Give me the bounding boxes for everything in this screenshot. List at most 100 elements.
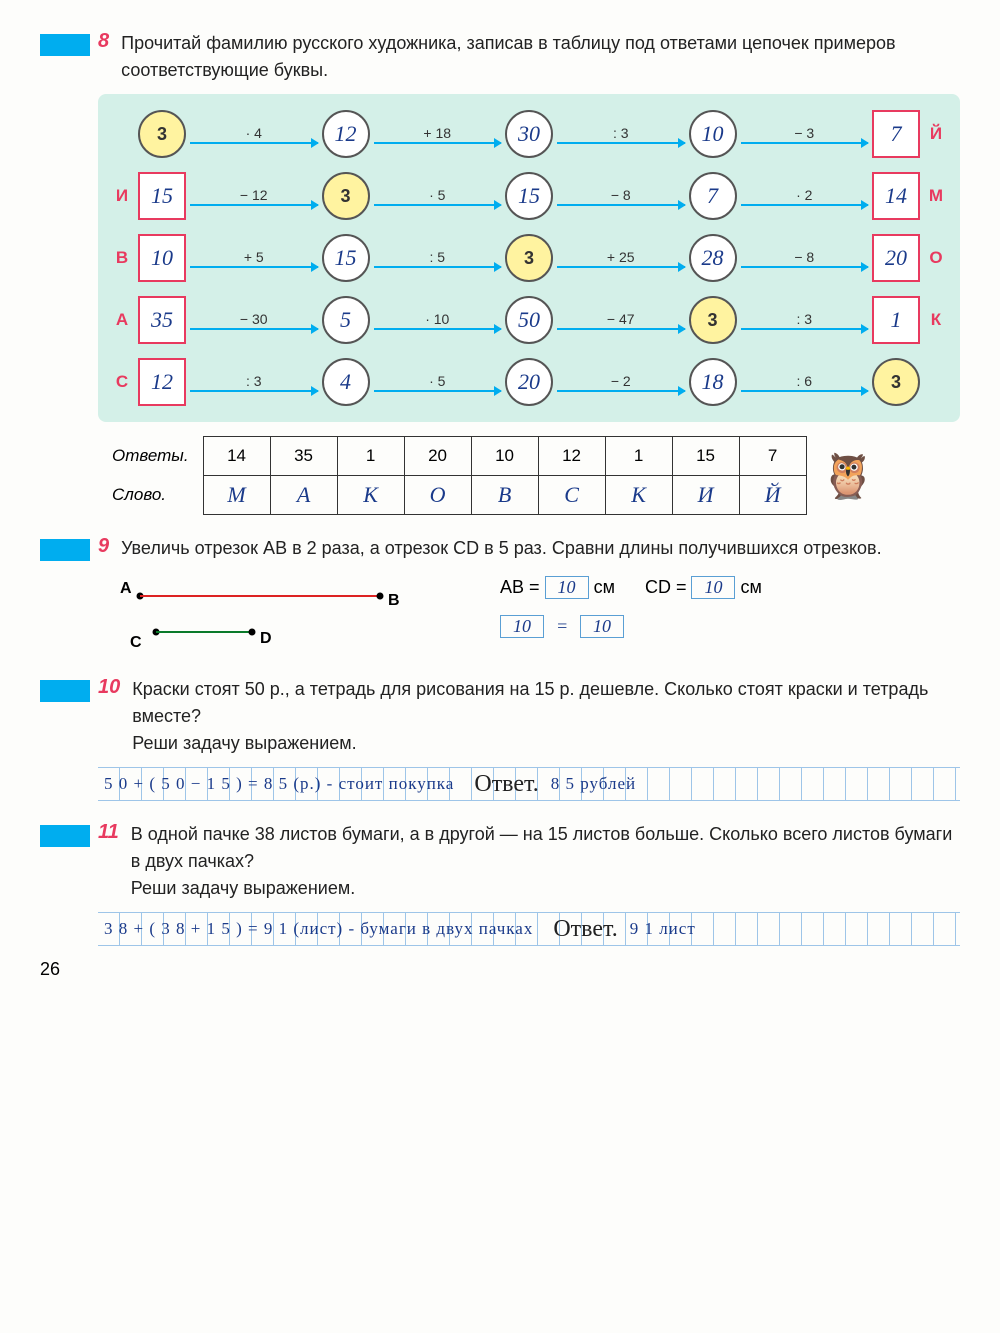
arrow-segment: − 8 [741, 243, 869, 273]
word-cell: К [605, 476, 672, 515]
operation-label: + 5 [244, 249, 264, 265]
operation-label: : 3 [246, 373, 262, 389]
point-c-label: C [130, 634, 142, 652]
cd-unit: см [741, 577, 762, 597]
arrow-line [374, 204, 502, 206]
answer-cell: 10 [471, 437, 538, 476]
arrow-line [190, 142, 318, 144]
answer-cell: 14 [203, 437, 270, 476]
operation-label: · 5 [429, 373, 445, 389]
operation-label: − 12 [240, 187, 268, 203]
task-8: 8 Прочитай фамилию русского художника, з… [40, 30, 960, 515]
arrow-line [190, 266, 318, 268]
chain-circle: 10 [689, 110, 737, 158]
answer-square: 14 [872, 172, 920, 220]
word-label: Слово. [98, 476, 203, 515]
chain-circle: 3 [689, 296, 737, 344]
arrow-line [741, 204, 869, 206]
arrow-line [190, 204, 318, 206]
arrow-line [190, 390, 318, 392]
arrow-segment: : 3 [190, 367, 318, 397]
task-9: 9 Увеличь отрезок AB в 2 раза, а отрезок… [40, 535, 960, 656]
task-marker [40, 825, 90, 847]
answer-square: 35 [138, 296, 186, 344]
chain-row: В10+ 515: 53+ 2528− 820О [110, 234, 948, 282]
answer-cell: 20 [404, 437, 471, 476]
chain-circle: 20 [505, 358, 553, 406]
arrow-segment: + 18 [374, 119, 502, 149]
arrow-segment: · 10 [374, 305, 502, 335]
answer-cell: 35 [270, 437, 337, 476]
arrow-segment: · 5 [374, 181, 502, 211]
operation-label: · 4 [246, 125, 262, 141]
arrow-segment: · 4 [190, 119, 318, 149]
answer-table: Ответы.143512010121157Слово.МАКОВСКИЙ [98, 436, 807, 515]
page-number: 26 [40, 959, 60, 980]
chain-circle: 28 [689, 234, 737, 282]
work-expression: 3 8 + ( 3 8 + 1 5 ) = 9 1 (лист) - бумаг… [104, 919, 533, 939]
chain-row: И15− 123· 515− 87· 214М [110, 172, 948, 220]
cd-eq-pre: CD = [645, 577, 687, 597]
arrow-line [557, 328, 685, 330]
answer-square: 1 [872, 296, 920, 344]
arrow-segment: · 5 [374, 367, 502, 397]
answer-cell: 1 [337, 437, 404, 476]
chain-circle: 30 [505, 110, 553, 158]
arrow-line [374, 390, 502, 392]
compare-op: = [549, 616, 575, 637]
arrow-line [374, 266, 502, 268]
word-cell: С [538, 476, 605, 515]
task-marker [40, 539, 90, 561]
arrow-line [374, 142, 502, 144]
arrow-segment: − 8 [557, 181, 685, 211]
row-letter-left: А [110, 310, 134, 330]
answers-label: Ответы. [98, 437, 203, 476]
point-d-dot [249, 629, 256, 636]
answer-square: 12 [138, 358, 186, 406]
segment-cd [156, 631, 252, 633]
operation-label: : 3 [613, 125, 629, 141]
chain-circle: 3 [322, 172, 370, 220]
arrow-line [190, 328, 318, 330]
arrow-segment: + 25 [557, 243, 685, 273]
arrow-line [741, 142, 869, 144]
operation-label: − 8 [611, 187, 631, 203]
chain-row: С12: 34· 520− 218: 63 [110, 358, 948, 406]
chain-circle: 18 [689, 358, 737, 406]
operation-label: − 2 [611, 373, 631, 389]
answer-label: Ответ. [474, 771, 538, 798]
task-number: 10 [98, 676, 120, 699]
arrow-segment: · 2 [741, 181, 869, 211]
operation-label: : 3 [796, 311, 812, 327]
arrow-line [374, 328, 502, 330]
answer-value: 8 5 рублей [551, 774, 636, 794]
arrow-line [557, 390, 685, 392]
answer-value: 9 1 лист [630, 919, 696, 939]
chain-circle: 15 [505, 172, 553, 220]
word-cell: А [270, 476, 337, 515]
compare-right: 10 [580, 615, 624, 638]
point-a-label: A [120, 580, 132, 598]
arrow-segment: − 2 [557, 367, 685, 397]
word-cell: М [203, 476, 270, 515]
task-marker [40, 680, 90, 702]
arrow-segment: − 12 [190, 181, 318, 211]
owl-icon: 🦉 [821, 450, 876, 502]
arrow-segment: : 6 [741, 367, 869, 397]
answer-cell: 7 [739, 437, 806, 476]
chain-circle: 7 [689, 172, 737, 220]
row-letter-left: И [110, 186, 134, 206]
arrow-segment: : 3 [741, 305, 869, 335]
answer-square: 10 [138, 234, 186, 282]
cd-value: 10 [691, 576, 735, 599]
row-letter-left: В [110, 248, 134, 268]
segment-equations: AB = 10 см CD = 10 см 10 = 10 [500, 576, 762, 656]
row-letter-left: С [110, 372, 134, 392]
operation-label: + 18 [423, 125, 451, 141]
row-letter-right: М [924, 186, 948, 206]
segment-drawing: A B C D [120, 576, 440, 656]
answer-square: 15 [138, 172, 186, 220]
answer-cell: 1 [605, 437, 672, 476]
answer-cell: 15 [672, 437, 739, 476]
arrow-line [557, 266, 685, 268]
